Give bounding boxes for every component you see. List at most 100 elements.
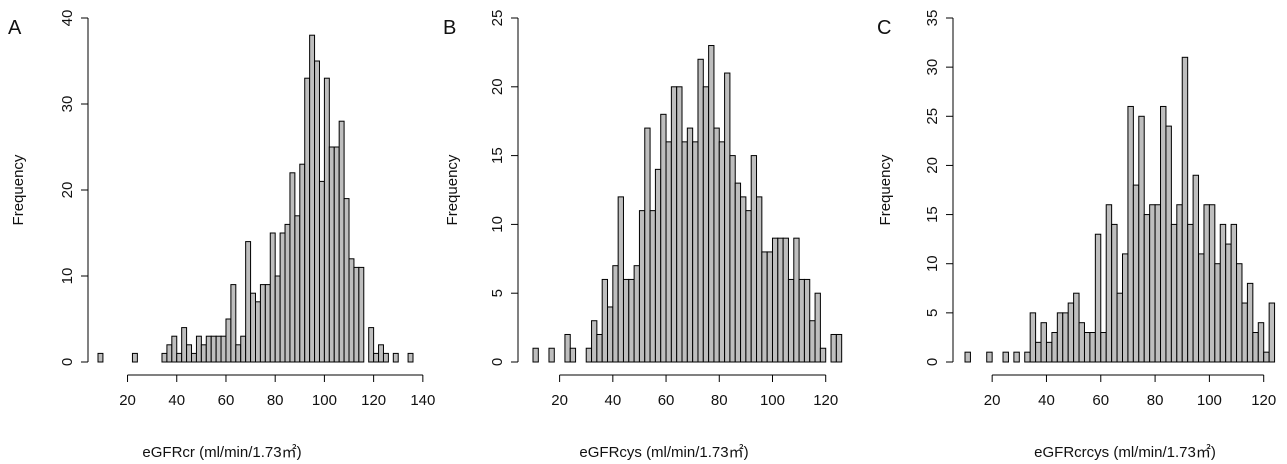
histogram-bar-c-32 [1176,204,1183,363]
histogram-bar-a-4 [171,335,178,363]
histogram-bar-a-36 [328,146,335,363]
histogram-bar-b-2 [564,333,571,363]
histogram-bar-a-16 [230,284,237,363]
histogram-bar-a-24 [269,232,276,363]
x-tick-label-b-1: 40 [604,392,621,409]
histogram-bar-c-14 [1078,322,1085,363]
histogram-bar-a-28 [289,172,296,363]
histogram-bar-c-47 [1257,322,1265,363]
x-tick-label-b-5: 120 [813,392,838,409]
histogram-bar-c-6 [1035,341,1042,363]
histogram-bar-b-14 [638,210,646,363]
histogram-bar-b-49 [830,333,837,363]
histogram-bar-a-17 [235,344,242,363]
histogram-bar-c-44 [1241,302,1248,363]
histogram-bar-c-30 [1165,125,1172,363]
histogram-bar-a-1 [131,352,138,363]
histogram-bar-c-45 [1246,282,1254,363]
histogram-bar-b-25 [697,58,704,363]
histogram-bar-c-15 [1083,332,1091,363]
histogram-bar-a-37 [333,146,340,363]
histogram-bar-a-33 [314,60,320,363]
histogram-bar-c-7 [1040,322,1047,363]
histogram-bar-c-35 [1192,174,1200,363]
histogram-bar-a-31 [304,77,311,363]
x-tick-label-a-5: 120 [361,392,386,409]
histogram-bar-c-19 [1105,204,1113,363]
histogram-bar-c-36 [1198,253,1205,363]
histogram-bar-c-9 [1051,332,1058,363]
histogram-bar-c-40 [1219,223,1227,363]
y-tick-label-c-7: 35 [924,10,941,27]
x-tick-label-b-3: 80 [711,392,728,409]
y-tick-label-c-0: 0 [924,358,941,366]
histogram-bar-b-36 [756,196,763,363]
histogram-bar-b-43 [793,237,800,363]
histogram-bar-a-27 [284,223,291,363]
histogram-bar-a-11 [205,335,212,363]
histogram-bar-b-47 [814,292,821,363]
y-tick-label-b-2: 10 [489,216,506,233]
histogram-bar-b-5 [591,320,598,363]
histogram-bar-c-25 [1138,115,1145,363]
x-tick-label-c-4: 100 [1197,392,1222,409]
y-axis-label-c: Frequency [877,154,894,225]
histogram-bar-a-3 [166,344,173,363]
histogram-bar-b-35 [750,155,758,363]
histogram-bar-b-15 [644,127,651,363]
x-tick-label-c-0: 20 [984,392,1001,409]
histogram-bar-b-23 [686,127,694,363]
histogram-bar-b-37 [761,251,768,363]
histogram-bar-a-41 [353,266,360,363]
histogram-bar-b-24 [692,141,699,363]
histogram-bar-c-23 [1127,105,1134,363]
histogram-bar-a-13 [215,335,222,363]
histogram-bar-c-0 [964,351,971,363]
histogram-bar-b-22 [681,141,688,363]
histogram-bar-a-40 [348,258,355,363]
histogram-bar-b-19 [665,141,672,363]
histogram-bar-b-16 [649,210,656,363]
histogram-bar-a-26 [279,232,286,363]
histogram-bar-c-18 [1100,332,1107,363]
histogram-bar-a-14 [220,335,227,363]
histogram-bar-a-12 [210,335,217,363]
histogram-bar-c-3 [1013,351,1020,363]
histogram-bar-b-30 [724,72,731,363]
histogram-bar-a-6 [181,327,188,363]
histogram-bar-c-8 [1045,341,1053,363]
histogram-bar-c-49 [1268,302,1276,363]
y-tick-label-a-2: 20 [59,182,76,199]
histogram-bar-b-1 [548,347,555,363]
x-tick-label-a-1: 40 [168,392,185,409]
y-tick-label-a-4: 40 [59,10,76,27]
histogram-bar-b-0 [532,347,539,363]
histogram-bar-c-31 [1170,223,1178,363]
histogram-bar-b-32 [734,182,742,363]
histogram-bar-a-9 [195,335,202,363]
histogram-bar-c-41 [1225,243,1232,363]
histogram-bar-c-37 [1203,204,1210,363]
histogram-bar-a-46 [382,352,389,363]
histogram-bar-a-48 [407,352,414,363]
x-tick-label-b-4: 100 [760,392,785,409]
histogram-bar-a-15 [225,318,232,363]
histogram-bar-b-4 [585,347,593,363]
histogram-bar-b-21 [676,86,683,363]
histogram-bar-b-27 [708,45,715,363]
histogram-bar-b-13 [633,265,640,363]
x-tick-label-c-5: 120 [1251,392,1276,409]
histogram-bar-b-8 [607,306,614,363]
histogram-bar-b-17 [654,168,662,363]
histogram-bar-c-26 [1143,214,1151,363]
histogram-bar-a-38 [338,120,345,363]
x-axis-label-b: eGFRcys (ml/min/1.73㎡) [579,444,748,461]
histogram-bar-a-42 [358,266,365,363]
histogram-bar-a-18 [240,335,247,363]
histogram-bar-a-0 [97,352,104,363]
histogram-bar-c-12 [1067,302,1075,363]
y-axis-label-a: Frequency [10,154,27,225]
y-tick-label-b-1: 5 [489,289,506,297]
panel-b: B eGFRcys (ml/min/1.73㎡) Frequency 0 5 10 1… [443,10,843,461]
